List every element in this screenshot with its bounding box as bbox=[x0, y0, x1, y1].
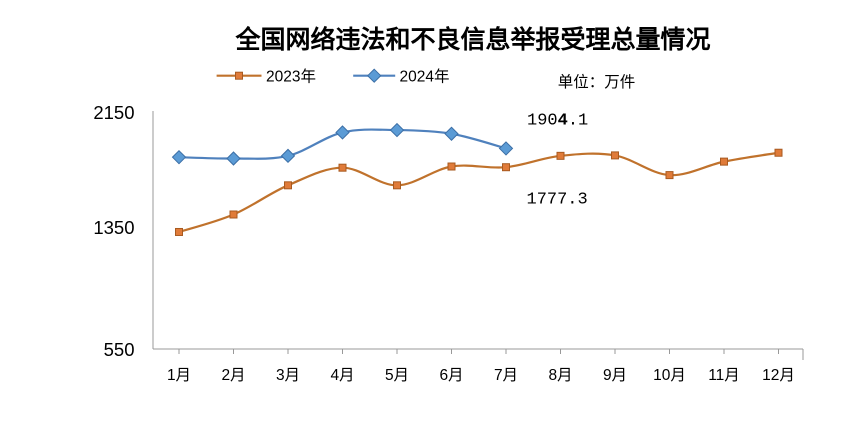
svg-text:8月: 8月 bbox=[548, 367, 572, 384]
svg-text:6月: 6月 bbox=[439, 367, 463, 384]
svg-text:2023年: 2023年 bbox=[266, 68, 316, 86]
svg-text:550: 550 bbox=[104, 339, 135, 360]
svg-text:2024年: 2024年 bbox=[400, 68, 450, 86]
svg-text:5月: 5月 bbox=[385, 367, 409, 384]
svg-text:3月: 3月 bbox=[276, 367, 300, 384]
svg-text:1月: 1月 bbox=[167, 367, 191, 384]
svg-text:7月: 7月 bbox=[494, 367, 518, 384]
svg-text:1777.3: 1777.3 bbox=[527, 191, 588, 210]
svg-text:1904.1: 1904.1 bbox=[527, 112, 588, 131]
svg-text:11月: 11月 bbox=[708, 367, 740, 384]
svg-text:2150: 2150 bbox=[93, 102, 134, 123]
svg-text:4月: 4月 bbox=[330, 367, 354, 384]
svg-text:10月: 10月 bbox=[653, 367, 686, 384]
svg-text:12月: 12月 bbox=[762, 367, 795, 384]
svg-text:1350: 1350 bbox=[93, 217, 134, 238]
svg-text:9月: 9月 bbox=[603, 367, 627, 384]
svg-text:2月: 2月 bbox=[221, 367, 245, 384]
